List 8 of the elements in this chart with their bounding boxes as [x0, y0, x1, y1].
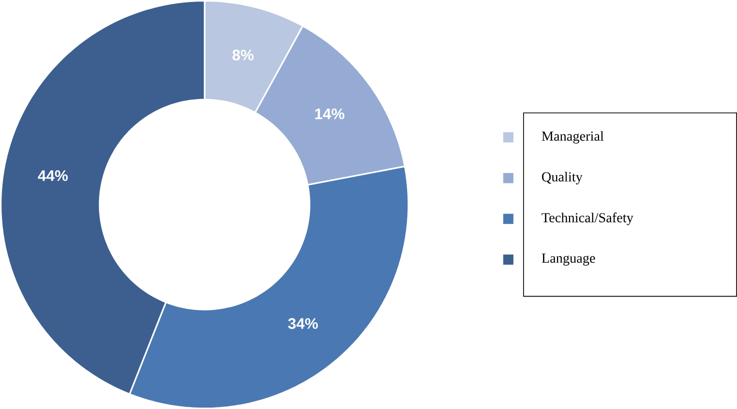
legend-label: Language	[542, 254, 596, 266]
legend-label: Quality	[542, 172, 583, 184]
data-label: 34%	[288, 318, 318, 329]
legend-label: Technical/Safety	[542, 212, 634, 226]
data-label: 14%	[315, 108, 344, 120]
legend-label: Managerial	[542, 131, 604, 144]
data-label: 8%	[232, 50, 254, 60]
data-label: 44%	[38, 170, 68, 181]
